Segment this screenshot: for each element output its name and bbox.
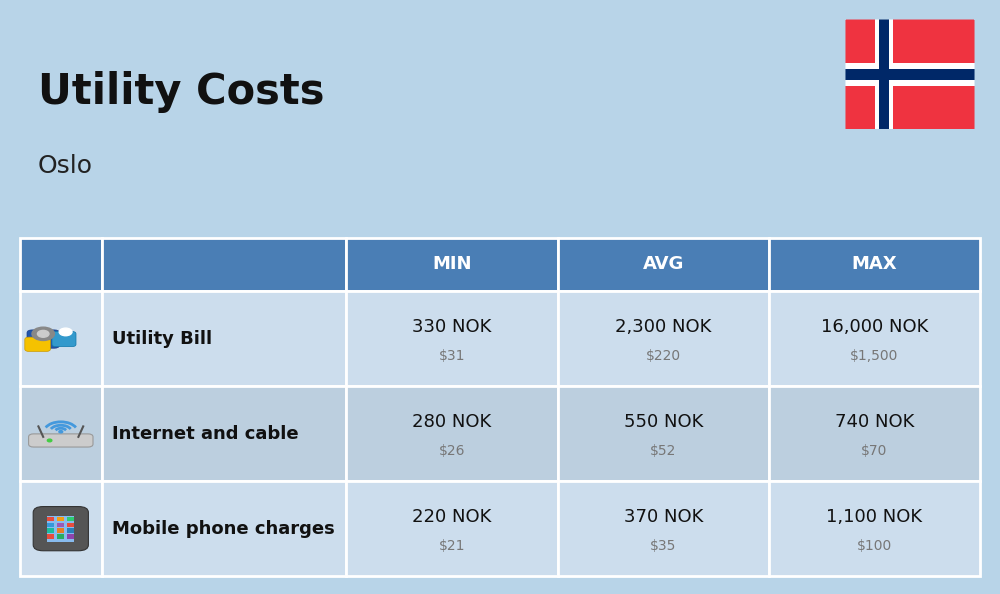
Bar <box>558 481 769 576</box>
Bar <box>47 516 74 542</box>
Circle shape <box>32 327 54 340</box>
Text: Utility Bill: Utility Bill <box>112 330 212 347</box>
Text: $26: $26 <box>439 444 465 458</box>
Bar <box>20 291 102 386</box>
Bar <box>47 517 54 521</box>
Bar <box>20 238 102 291</box>
Text: $35: $35 <box>650 539 676 553</box>
Bar <box>67 523 74 527</box>
Text: Mobile phone charges: Mobile phone charges <box>112 520 334 538</box>
Text: 370 NOK: 370 NOK <box>624 508 703 526</box>
Text: Utility Costs: Utility Costs <box>38 71 324 113</box>
Bar <box>102 386 346 481</box>
Bar <box>57 535 64 539</box>
FancyBboxPatch shape <box>27 330 59 348</box>
Text: $52: $52 <box>650 444 676 458</box>
Text: $70: $70 <box>861 444 888 458</box>
Text: 1,100 NOK: 1,100 NOK <box>826 508 922 526</box>
Bar <box>57 529 64 533</box>
Text: 280 NOK: 280 NOK <box>412 413 492 431</box>
Bar <box>67 529 74 533</box>
Bar <box>346 291 558 386</box>
Circle shape <box>37 330 49 337</box>
Bar <box>558 291 769 386</box>
Bar <box>20 481 102 576</box>
Text: $31: $31 <box>439 349 465 363</box>
Text: MIN: MIN <box>432 255 472 273</box>
Text: 16,000 NOK: 16,000 NOK <box>821 318 928 336</box>
Text: 740 NOK: 740 NOK <box>835 413 914 431</box>
Text: 220 NOK: 220 NOK <box>412 508 492 526</box>
Bar <box>57 523 64 527</box>
Bar <box>769 238 980 291</box>
Bar <box>67 535 74 539</box>
Bar <box>769 386 980 481</box>
Text: AVG: AVG <box>643 255 684 273</box>
FancyBboxPatch shape <box>33 507 88 551</box>
Bar <box>558 386 769 481</box>
FancyBboxPatch shape <box>29 434 93 447</box>
Bar <box>879 18 889 131</box>
Bar <box>67 517 74 521</box>
Bar <box>47 535 54 539</box>
Bar <box>47 529 54 533</box>
Text: $21: $21 <box>439 539 465 553</box>
Bar <box>346 386 558 481</box>
Text: $220: $220 <box>646 349 681 363</box>
Text: Internet and cable: Internet and cable <box>112 425 298 443</box>
Bar <box>845 63 975 86</box>
Bar <box>47 523 54 527</box>
Text: $100: $100 <box>857 539 892 553</box>
FancyBboxPatch shape <box>52 331 76 347</box>
Bar <box>346 481 558 576</box>
Bar <box>346 238 558 291</box>
Text: 330 NOK: 330 NOK <box>412 318 492 336</box>
Text: 2,300 NOK: 2,300 NOK <box>615 318 711 336</box>
Bar <box>769 481 980 576</box>
Text: MAX: MAX <box>852 255 897 273</box>
Bar <box>845 68 975 80</box>
FancyBboxPatch shape <box>25 337 50 352</box>
Bar <box>769 291 980 386</box>
Circle shape <box>59 431 63 433</box>
Text: 550 NOK: 550 NOK <box>624 413 703 431</box>
Bar <box>102 481 346 576</box>
Bar <box>558 238 769 291</box>
Bar <box>20 386 102 481</box>
Bar <box>875 18 893 131</box>
Text: $1,500: $1,500 <box>850 349 899 363</box>
Bar <box>102 238 346 291</box>
Circle shape <box>47 439 52 442</box>
Bar <box>102 291 346 386</box>
Circle shape <box>59 328 72 336</box>
FancyBboxPatch shape <box>842 16 978 132</box>
Bar <box>57 517 64 521</box>
Text: Oslo: Oslo <box>38 154 93 178</box>
